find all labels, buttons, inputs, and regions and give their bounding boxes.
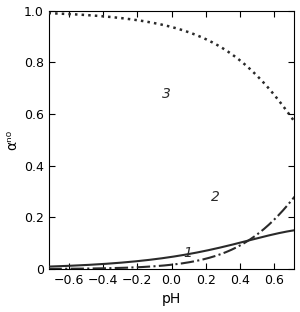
Text: 3: 3 [162,87,171,101]
Y-axis label: αⁿ⁰: αⁿ⁰ [6,130,20,150]
X-axis label: pH: pH [162,292,181,306]
Text: 2: 2 [211,189,220,203]
Text: 1: 1 [184,246,193,261]
